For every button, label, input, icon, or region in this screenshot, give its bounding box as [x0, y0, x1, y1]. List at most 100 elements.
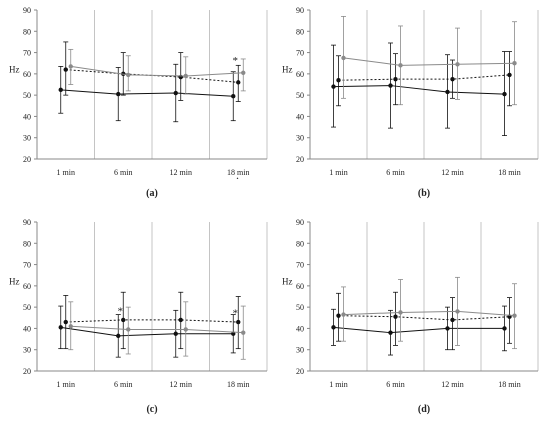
x-tick-label: 1 min [329, 168, 347, 177]
y-tick-label: 50 [296, 91, 304, 100]
y-tick-label: 30 [23, 346, 31, 355]
data-point [512, 61, 517, 66]
y-tick-label: 30 [23, 134, 31, 143]
significance-asterisk: * [233, 55, 239, 67]
x-tick-label: 18 min [227, 168, 249, 177]
y-tick-label: 80 [296, 239, 304, 248]
x-tick-label: 6 min [386, 168, 404, 177]
series-line [60, 89, 234, 97]
y-tick-label: 80 [23, 239, 31, 248]
series-line [70, 65, 244, 77]
data-point [398, 310, 403, 315]
panel-a: 20 30 40 50 60 70 80 90 Hz 1 min 6 min 12 min 18 min… [9, 6, 268, 199]
panel-d: 20 30 40 50 60 70 80 90 Hz 1 min 6 min 12 min 18 min… [282, 218, 539, 415]
series-line [333, 326, 505, 334]
stray-dot-mark: . [236, 168, 239, 182]
data-point [121, 317, 126, 323]
data-point [450, 76, 455, 82]
data-point [126, 72, 131, 78]
data-point [126, 327, 131, 332]
y-tick-label: 90 [23, 218, 31, 227]
x-tick-label: 1 min [57, 380, 75, 389]
data-point [393, 314, 398, 319]
y-tick-label: 50 [23, 303, 31, 312]
data-point [68, 324, 73, 329]
data-point [502, 326, 507, 331]
data-point [183, 73, 188, 79]
x-tick-label: 1 min [57, 168, 75, 177]
y-tick-label: 60 [296, 70, 304, 79]
x-tick-label: 1 min [329, 380, 347, 389]
panel-label: (a) [146, 188, 158, 199]
y-axis-label: Hz [9, 277, 20, 287]
y-tick-label: 30 [296, 346, 304, 355]
data-point [398, 63, 403, 68]
y-tick-label: 20 [296, 367, 304, 376]
series-line [65, 319, 239, 323]
data-point [336, 78, 341, 83]
panel-label: (c) [146, 404, 157, 415]
data-point [241, 70, 246, 75]
data-point [341, 312, 346, 317]
series-line [333, 85, 505, 95]
panel-c: 20 30 40 50 60 70 80 90 Hz 1 min 6 min 12 min 18 min… [9, 218, 268, 415]
y-tick-label: 70 [23, 49, 31, 58]
data-point [445, 326, 450, 331]
data-point [63, 67, 68, 72]
x-tick-label: 6 min [114, 380, 132, 389]
y-tick-label: 20 [23, 367, 31, 376]
data-point [58, 87, 63, 93]
x-tick-label: 6 min [386, 380, 404, 389]
x-tick-label: 6 min [114, 168, 132, 177]
x-tick-label: 18 min [498, 380, 520, 389]
x-tick-label: 18 min [498, 168, 520, 177]
data-point [331, 84, 336, 89]
series-line [70, 325, 244, 334]
x-tick-label: 12 min [441, 168, 463, 177]
y-tick-label: 70 [23, 261, 31, 270]
y-tick-label: 20 [23, 155, 31, 164]
data-point [173, 90, 178, 96]
data-point [331, 325, 336, 330]
y-tick-label: 80 [23, 27, 31, 36]
data-point [178, 317, 183, 323]
data-point [393, 76, 398, 82]
data-point [116, 91, 121, 97]
y-tick-label: 30 [296, 134, 304, 143]
x-tick-label: 12 min [170, 168, 192, 177]
y-tick-label: 90 [23, 6, 31, 15]
series-line [343, 310, 515, 317]
y-tick-label: 50 [23, 91, 31, 100]
series-line [65, 69, 239, 83]
data-point [445, 89, 450, 95]
data-point [450, 317, 455, 323]
y-tick-label: 40 [23, 324, 31, 333]
series-line [338, 315, 510, 321]
data-point [116, 333, 121, 339]
data-point [236, 319, 241, 325]
data-point [336, 313, 341, 318]
data-point [236, 80, 241, 85]
x-tick-label: 12 min [170, 380, 192, 389]
x-tick-label: 18 min [227, 380, 249, 389]
data-point [68, 64, 73, 69]
data-point [455, 309, 460, 314]
data-point [502, 91, 507, 97]
data-point [231, 94, 236, 99]
x-tick-label: 12 min [441, 380, 463, 389]
data-point [455, 62, 460, 67]
series-line [60, 326, 234, 337]
y-tick-label: 70 [296, 261, 304, 270]
significance-asterisk: * [118, 305, 124, 317]
y-tick-label: 70 [296, 49, 304, 58]
significance-asterisk: * [233, 308, 239, 320]
data-point [341, 55, 346, 61]
data-point [512, 313, 517, 318]
y-tick-label: 80 [296, 27, 304, 36]
data-point [241, 330, 246, 335]
y-tick-label: 50 [296, 303, 304, 312]
y-tick-label: 90 [296, 6, 304, 15]
panel-b: 20 30 40 50 60 70 80 90 Hz 1 min 6 min 12 min 18 min… [282, 6, 539, 199]
panel-label: (d) [418, 404, 430, 415]
